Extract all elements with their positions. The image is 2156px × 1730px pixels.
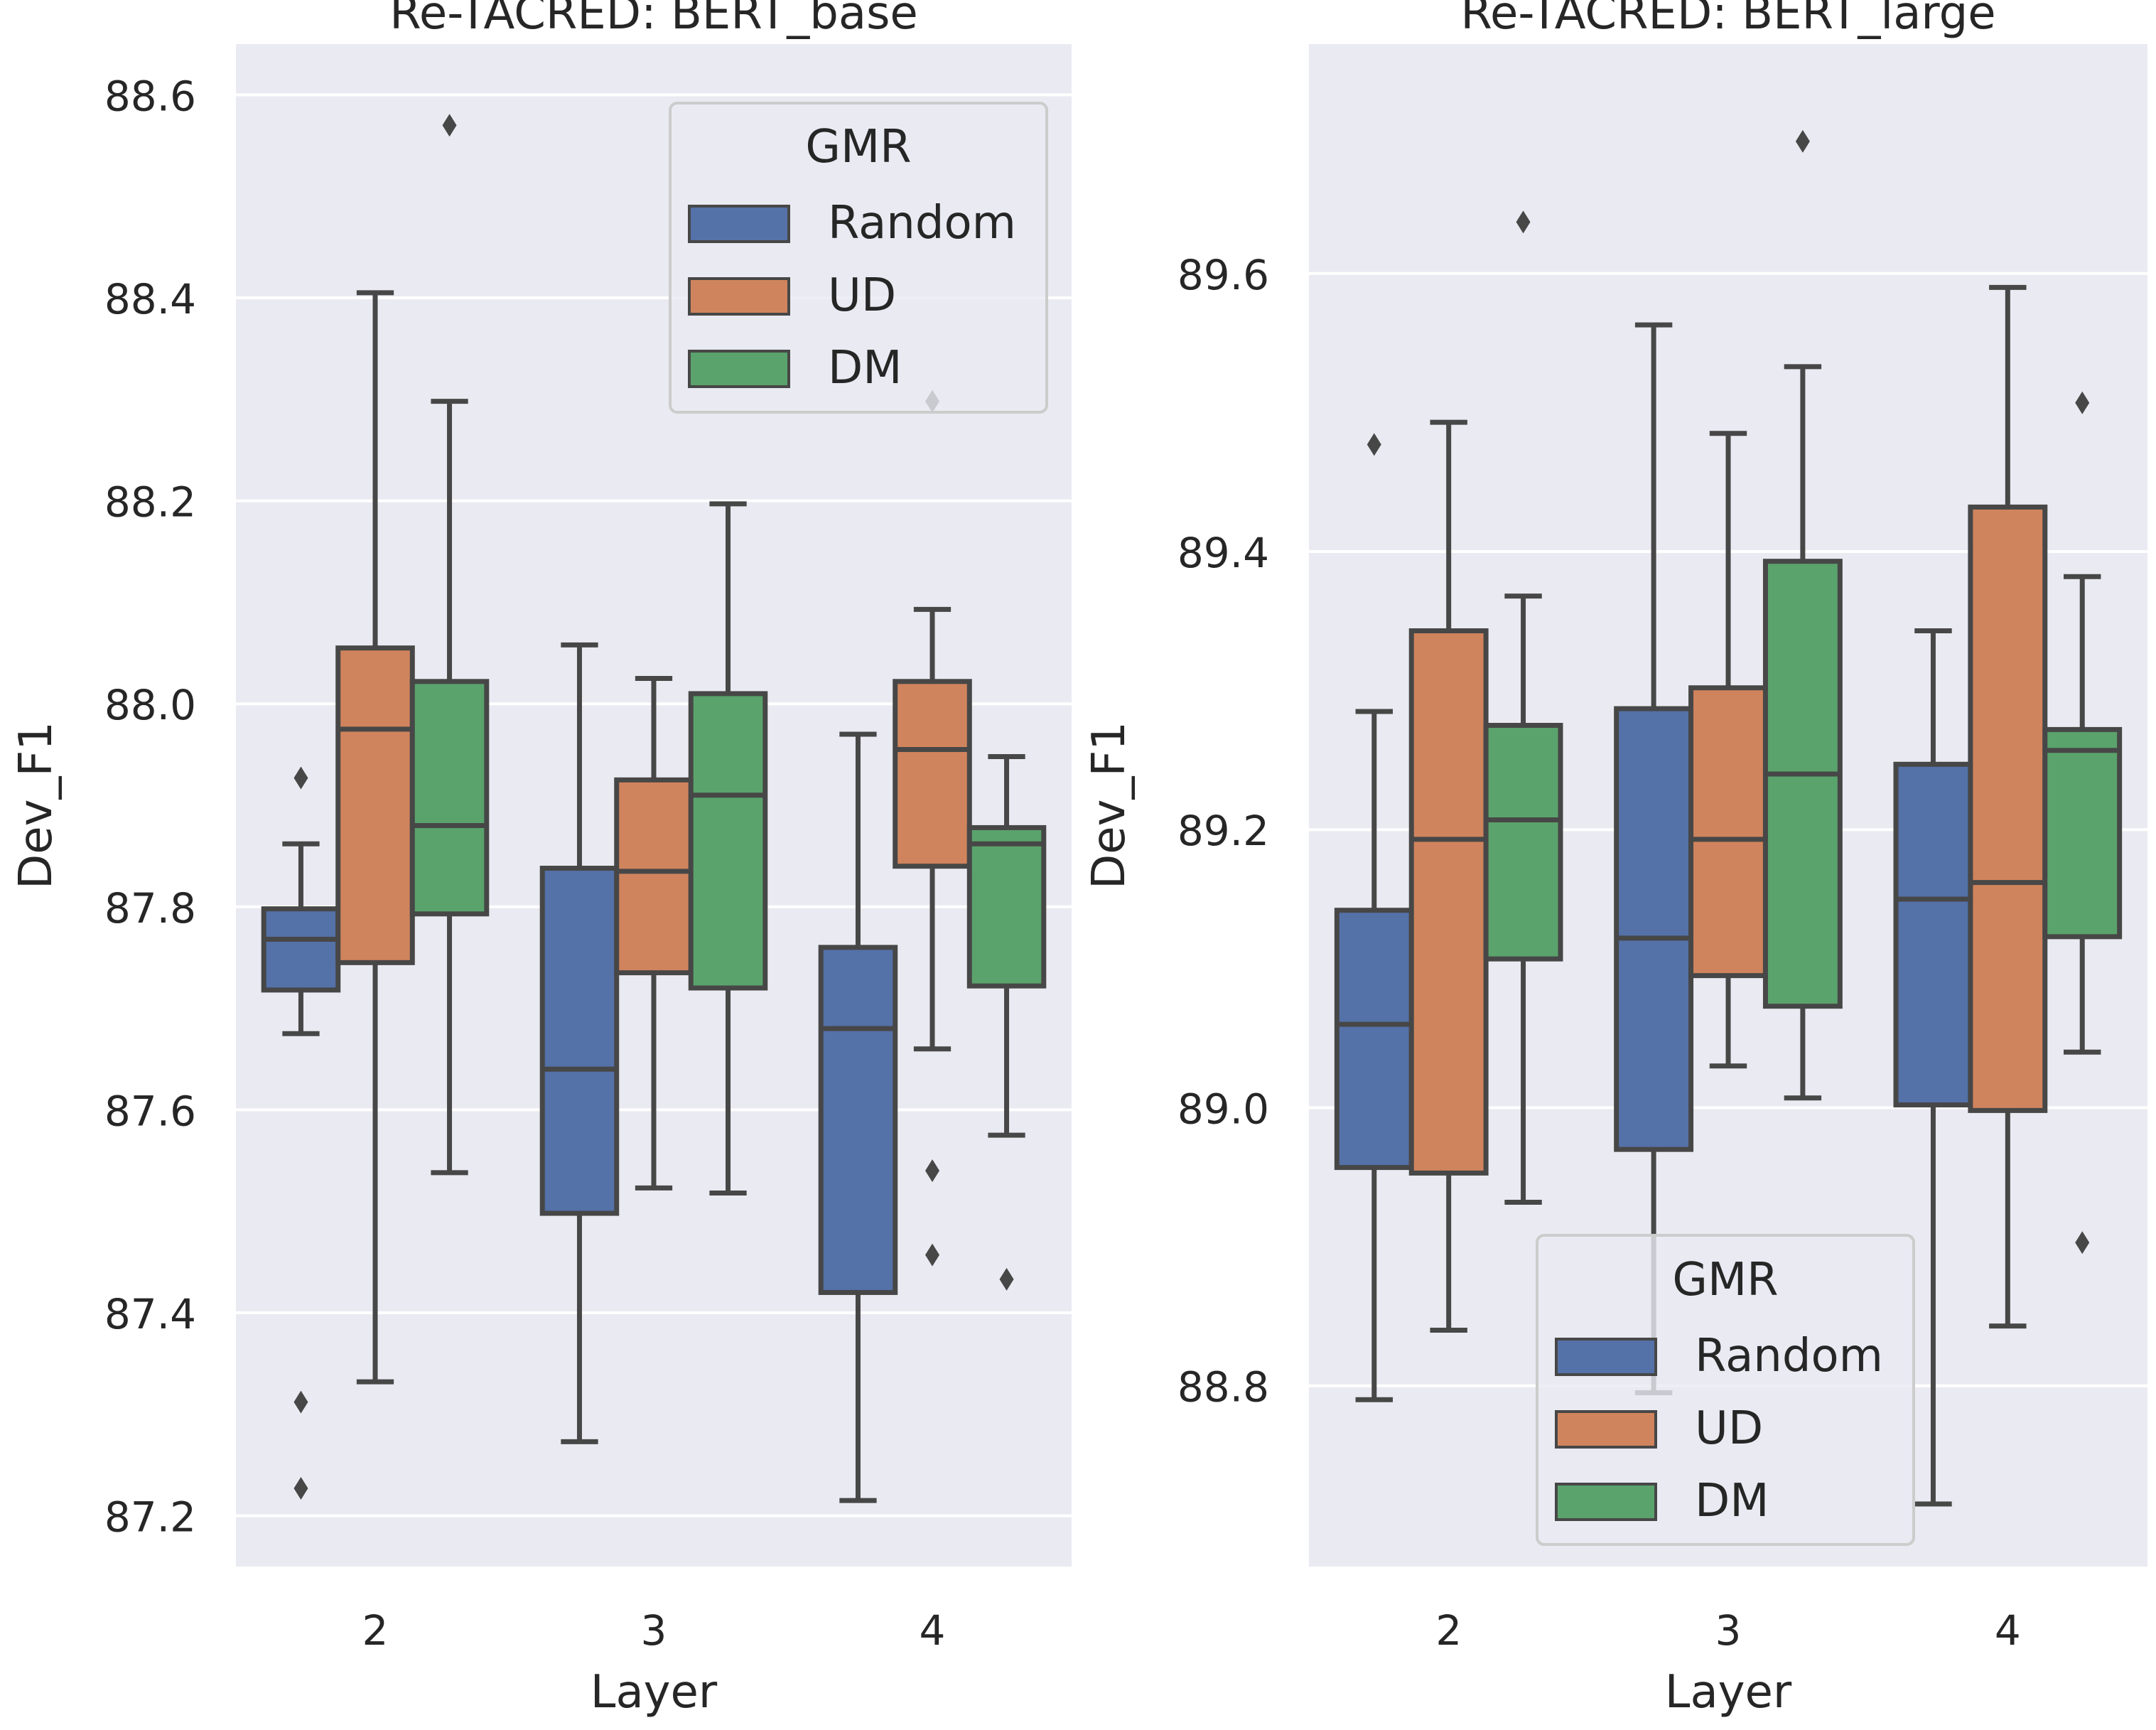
legend: GMR Random UD DM — [1536, 1234, 1915, 1546]
iqr-box — [893, 679, 972, 869]
iqr-box — [2042, 726, 2123, 940]
y-axis-label: Dev_F1 — [1083, 721, 1136, 889]
y-tick-label: 89.0 — [1177, 1085, 1269, 1133]
iqr-box — [1968, 504, 2048, 1113]
legend-swatch-dm — [688, 350, 790, 388]
x-axis-label: Layer — [591, 1666, 718, 1719]
y-tick-label: 88.2 — [104, 478, 196, 527]
y-axis-label: Dev_F1 — [10, 721, 63, 889]
legend-label-random: Random — [1695, 1330, 1883, 1382]
legend-title: GMR — [805, 121, 911, 173]
box-dm-layer-3 — [688, 501, 768, 1196]
box-random-layer-4 — [818, 731, 898, 1503]
legend-label-random: Random — [828, 197, 1016, 249]
iqr-box — [1334, 908, 1414, 1171]
x-tick-label: 3 — [641, 1606, 667, 1655]
y-tick-label: 88.4 — [104, 275, 196, 323]
outlier-marker — [1516, 210, 1531, 234]
x-tick-label: 3 — [1715, 1606, 1742, 1655]
x-tick-label: 4 — [1995, 1606, 2021, 1655]
box-ud-layer-4 — [893, 389, 972, 1267]
y-tick-label: 87.4 — [104, 1290, 196, 1338]
outlier-marker — [925, 1159, 939, 1183]
iqr-box — [261, 906, 341, 993]
iqr-box — [688, 691, 768, 991]
iqr-box — [614, 777, 694, 976]
y-tick-label: 88.6 — [104, 72, 196, 120]
y-tick-label: 88.0 — [104, 681, 196, 729]
box-dm-layer-3 — [1762, 129, 1843, 1101]
outlier-marker — [2075, 1231, 2090, 1254]
box-dm-layer-2 — [409, 114, 490, 1176]
iqr-box — [539, 866, 620, 1216]
box-random-layer-2 — [261, 766, 341, 1500]
legend-swatch-random — [1555, 1338, 1657, 1376]
iqr-box — [1688, 685, 1768, 979]
iqr-box — [1893, 761, 1973, 1108]
legend-swatch-random — [688, 205, 790, 243]
legend-swatch-ud — [688, 277, 790, 316]
legend-label-dm: DM — [1695, 1475, 1769, 1527]
box-ud-layer-2 — [335, 290, 415, 1385]
iqr-box — [1762, 559, 1843, 1009]
outlier-marker — [293, 1477, 308, 1500]
legend-label-ud: UD — [828, 269, 896, 322]
box-ud-layer-3 — [614, 676, 694, 1191]
legend-title: GMR — [1672, 1254, 1778, 1306]
y-tick-label: 87.2 — [104, 1493, 196, 1542]
box-dm-layer-4 — [2042, 391, 2123, 1254]
outlier-marker — [1795, 129, 1810, 153]
legend-swatch-ud — [1555, 1410, 1657, 1449]
panel-bert-large: 88.8 89.0 89.2 89.4 89.6 2 3 4 Re-TACRED: BERT_… — [1083, 0, 2147, 1719]
y-tick-label: 89.2 — [1177, 807, 1269, 855]
outlier-marker — [925, 1243, 939, 1267]
chart-title: Re-TACRED: BERT_base — [389, 0, 918, 40]
iqr-box — [1614, 706, 1694, 1152]
iqr-box — [1408, 628, 1489, 1176]
legend-frame — [669, 102, 1048, 414]
legend-label-ud: UD — [1695, 1402, 1763, 1455]
box-ud-layer-4 — [1968, 284, 2048, 1329]
x-axis-label: Layer — [1665, 1666, 1792, 1719]
x-tick-label: 4 — [920, 1606, 946, 1655]
y-tick-label: 89.6 — [1177, 251, 1269, 299]
y-tick-label: 89.4 — [1177, 529, 1269, 577]
box-dm-layer-4 — [966, 753, 1047, 1291]
iqr-box — [335, 645, 415, 965]
iqr-box — [1483, 723, 1563, 962]
outlier-marker — [442, 114, 457, 137]
iqr-box — [409, 679, 490, 917]
box-random-layer-3 — [539, 642, 620, 1444]
y-tick-label: 87.6 — [104, 1087, 196, 1135]
outlier-marker — [2075, 391, 2090, 414]
y-tick-label: 88.8 — [1177, 1363, 1269, 1412]
box-dm-layer-2 — [1483, 210, 1563, 1205]
outlier-marker — [293, 766, 308, 790]
iqr-box — [818, 945, 898, 1295]
outlier-marker — [999, 1267, 1014, 1291]
panel-bert-base: 87.2 87.4 87.6 87.8 88.0 88.2 88.4 88.6 2 3 4 Re-T… — [10, 0, 1072, 1719]
legend: GMR Random UD DM — [669, 102, 1048, 414]
chart-title: Re-TACRED: BERT_large — [1460, 0, 1995, 40]
legend-label-dm: DM — [828, 342, 902, 394]
legend-swatch-dm — [1555, 1483, 1657, 1521]
x-tick-label: 2 — [362, 1606, 389, 1655]
iqr-box — [966, 824, 1047, 989]
legend-frame — [1536, 1234, 1915, 1546]
x-tick-label: 2 — [1435, 1606, 1462, 1655]
outlier-marker — [1367, 433, 1381, 456]
outlier-marker — [293, 1390, 308, 1414]
box-ud-layer-3 — [1688, 431, 1768, 1069]
y-tick-label: 87.8 — [104, 884, 196, 933]
